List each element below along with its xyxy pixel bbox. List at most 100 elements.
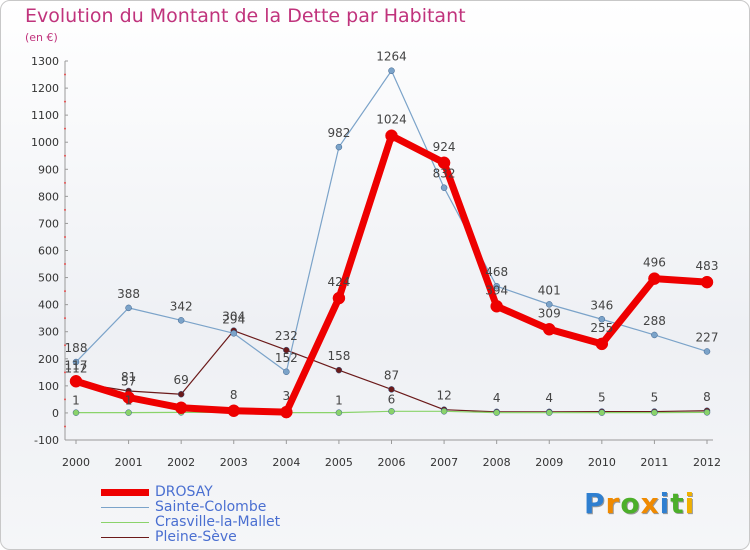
data-label: 112 <box>65 362 88 376</box>
data-point <box>493 409 500 416</box>
y-tick-label: 1300 <box>31 55 59 68</box>
data-point <box>177 317 185 324</box>
data-label: 1 <box>72 394 80 408</box>
data-point <box>174 401 188 415</box>
y-minor-dot <box>64 127 66 130</box>
data-point <box>335 143 343 151</box>
data-point <box>72 358 80 366</box>
data-point <box>385 129 398 142</box>
y-minor-dot <box>64 100 66 103</box>
x-tick-label: 2009 <box>535 456 563 469</box>
y-tick-label: -100 <box>34 434 59 447</box>
legend-item: Sainte-Colombe <box>101 500 280 515</box>
x-tick-label: 2012 <box>693 456 721 469</box>
logo-letter: t <box>670 487 685 520</box>
y-tick-label: 500 <box>38 272 59 285</box>
legend-swatch <box>101 521 149 524</box>
data-point <box>703 348 711 355</box>
y-tick-label: 800 <box>38 190 59 203</box>
legend-swatch <box>101 536 149 539</box>
data-label: 832 <box>433 167 456 181</box>
y-tick-label: 1100 <box>31 109 59 122</box>
data-point <box>227 404 240 418</box>
x-tick-label: 2010 <box>588 456 616 469</box>
legend-swatch <box>101 489 149 496</box>
data-point <box>335 366 343 374</box>
y-minor-dot <box>64 73 66 76</box>
chart-unit: (en €) <box>25 31 58 44</box>
logo-letter: o <box>620 487 641 520</box>
y-minor-dot <box>64 208 66 211</box>
y-tick-label: 700 <box>38 217 59 230</box>
y-minor-dot <box>64 425 66 428</box>
y-tick-label: 0 <box>52 407 59 420</box>
y-tick-label: 400 <box>38 299 59 312</box>
data-point <box>388 408 395 415</box>
data-point <box>125 304 132 312</box>
proxiti-logo: Proxiti <box>584 487 695 520</box>
data-label: 288 <box>643 314 666 328</box>
data-label: 294 <box>222 312 245 326</box>
data-point <box>546 301 553 308</box>
y-minor-dot <box>64 317 66 320</box>
legend-label: DROSAY <box>155 484 213 500</box>
data-label: 3 <box>283 389 291 403</box>
data-label: 69 <box>174 373 189 387</box>
data-label: 346 <box>590 298 613 312</box>
legend-label: Sainte-Colombe <box>155 499 267 515</box>
y-tick-label: 900 <box>38 163 59 176</box>
data-label: 8 <box>230 388 238 402</box>
data-point <box>335 409 343 416</box>
data-point <box>230 330 237 337</box>
data-label: 304 <box>222 310 245 324</box>
data-point <box>543 323 556 336</box>
data-label: 87 <box>384 368 399 382</box>
data-label: 468 <box>485 265 508 279</box>
y-tick-label: 1000 <box>31 136 59 149</box>
data-label: 309 <box>538 306 561 320</box>
y-minor-dot <box>64 181 66 184</box>
logo-letter: r <box>605 487 621 520</box>
data-label: 401 <box>538 283 561 297</box>
data-label: 188 <box>65 341 88 355</box>
data-point <box>490 300 503 313</box>
data-point <box>125 409 132 416</box>
data-label: 4 <box>545 391 553 405</box>
data-label: 1 <box>335 394 343 408</box>
data-label: 5 <box>651 391 659 405</box>
data-label: 496 <box>643 256 666 270</box>
data-label: 255 <box>590 321 613 335</box>
x-tick-label: 2007 <box>430 456 458 469</box>
data-label: 982 <box>327 126 350 140</box>
x-tick-label: 2004 <box>272 456 300 469</box>
data-label: 424 <box>327 275 350 289</box>
data-label: 924 <box>433 140 456 154</box>
data-label: 1024 <box>376 113 407 127</box>
data-label: 117 <box>65 358 88 372</box>
data-label: 57 <box>121 374 136 388</box>
x-tick-label: 2011 <box>640 456 668 469</box>
legend-label: Crasville-la-Mallet <box>155 514 281 530</box>
data-label: 483 <box>696 259 719 273</box>
legend-item: Crasville-la-Mallet <box>101 515 280 530</box>
logo-letter: P <box>584 487 606 520</box>
y-minor-dot <box>64 263 66 266</box>
y-minor-dot <box>64 290 66 293</box>
data-label: 152 <box>275 351 298 365</box>
y-minor-dot <box>64 371 66 374</box>
data-point <box>651 409 658 416</box>
data-label: 394 <box>485 283 508 297</box>
x-tick-label: 2006 <box>378 456 406 469</box>
data-point <box>440 408 448 415</box>
chart-legend: DROSAY Sainte-Colombe Crasville-la-Mallet P… <box>101 485 280 545</box>
data-label: 232 <box>275 329 298 343</box>
y-minor-dot <box>64 344 66 347</box>
data-point <box>283 346 290 354</box>
logo-letter: i <box>684 487 696 520</box>
y-tick-label: 300 <box>38 326 59 339</box>
data-point <box>546 409 553 416</box>
x-tick-label: 2008 <box>483 456 511 469</box>
data-label: 342 <box>170 299 193 313</box>
data-point <box>493 282 500 290</box>
